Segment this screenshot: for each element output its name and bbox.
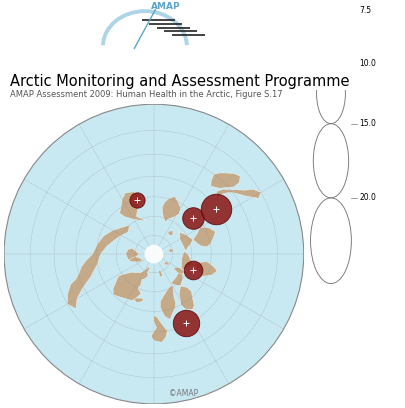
Polygon shape [119,192,147,221]
Polygon shape [113,265,150,301]
Text: 20.0: 20.0 [359,193,376,202]
Text: ©AMAP: ©AMAP [169,389,198,398]
Polygon shape [217,189,261,201]
Polygon shape [145,245,163,264]
Text: Arctic Monitoring and Assessment Programme: Arctic Monitoring and Assessment Program… [10,75,350,89]
Polygon shape [68,225,130,309]
Polygon shape [126,248,139,260]
Polygon shape [134,298,143,302]
Circle shape [4,104,304,404]
Polygon shape [162,196,181,222]
Polygon shape [160,286,176,319]
Polygon shape [159,270,162,277]
Text: 7.5: 7.5 [359,6,371,15]
Polygon shape [180,227,215,251]
Polygon shape [211,173,240,188]
Text: 10.0: 10.0 [359,59,376,68]
Polygon shape [151,315,167,342]
Polygon shape [174,267,184,274]
Polygon shape [171,269,194,309]
Polygon shape [181,251,217,277]
Polygon shape [168,249,174,253]
Text: AMAP Assessment 2009: Human Health in the Arctic, Figure S.17: AMAP Assessment 2009: Human Health in th… [10,91,283,100]
Polygon shape [168,231,173,235]
Text: AMAP: AMAP [151,2,181,11]
Polygon shape [164,262,169,265]
Text: 15.0: 15.0 [359,119,376,128]
Polygon shape [128,257,142,262]
